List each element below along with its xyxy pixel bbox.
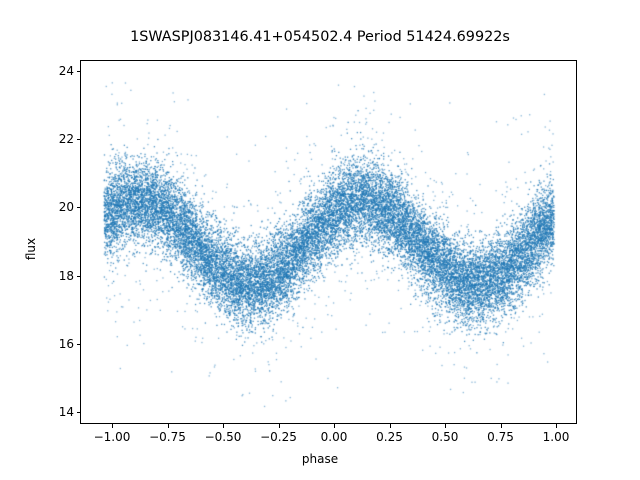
- ytick-label: 22: [58, 132, 74, 146]
- xtick-label: −0.75: [149, 430, 186, 444]
- xtick-label: 0.50: [431, 430, 459, 444]
- xtick-label: 0.00: [320, 430, 348, 444]
- xtick-mark: [445, 424, 446, 428]
- ytick-mark: [76, 207, 80, 208]
- xtick-mark: [223, 424, 224, 428]
- ytick-label: 18: [58, 269, 74, 283]
- ytick-mark: [76, 344, 80, 345]
- chart-title: 1SWASPJ083146.41+054502.4 Period 51424.6…: [130, 29, 510, 45]
- xtick-label: 0.25: [376, 430, 403, 444]
- xtick-mark: [556, 424, 557, 428]
- ytick-label: 14: [58, 405, 74, 419]
- xtick-mark: [334, 424, 335, 428]
- scatter-plot-canvas: [81, 61, 576, 423]
- ytick-mark: [76, 276, 80, 277]
- xtick-label: 0.75: [487, 430, 514, 444]
- xtick-label: −0.25: [260, 430, 297, 444]
- ytick-mark: [76, 71, 80, 72]
- xtick-label: −1.00: [93, 430, 131, 444]
- ytick-label: 16: [58, 337, 74, 351]
- ytick-mark: [76, 139, 80, 140]
- xtick-mark: [112, 424, 113, 428]
- xtick-mark: [278, 424, 280, 428]
- plot-axes-area: [80, 60, 577, 424]
- xtick-mark: [167, 424, 169, 428]
- x-axis-label: phase: [301, 452, 339, 466]
- y-axis-label: flux: [24, 237, 38, 261]
- xtick-label: 1.00: [542, 430, 570, 444]
- xtick-mark: [500, 424, 502, 428]
- ytick-label: 20: [58, 200, 74, 214]
- xtick-label: −0.50: [204, 430, 242, 444]
- xtick-mark: [389, 424, 391, 428]
- ytick-mark: [76, 412, 80, 413]
- ytick-label: 24: [58, 64, 74, 78]
